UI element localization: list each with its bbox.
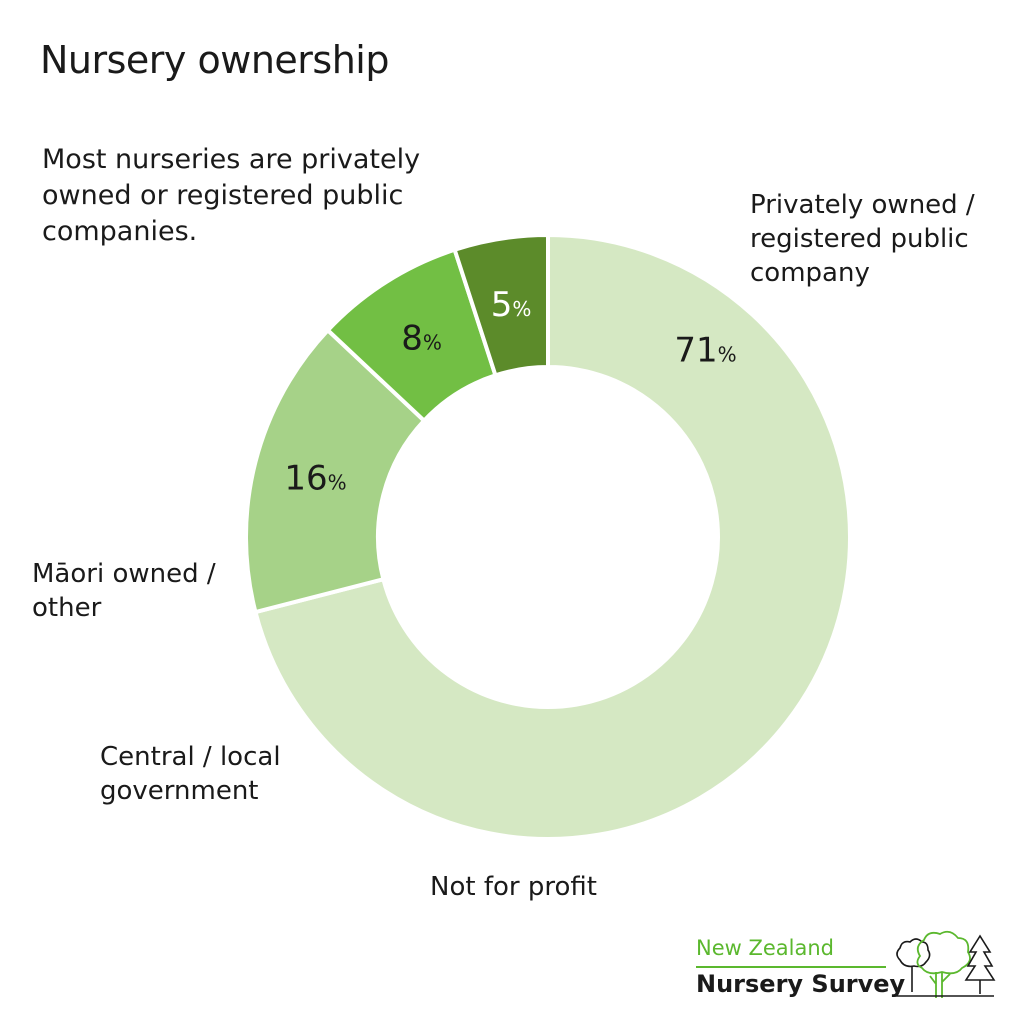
brand-logo: New Zealand Nursery Survey [696,930,1006,1004]
brand-divider [696,966,886,968]
slice-not-for-profit [244,327,427,615]
legend-label-maori: Māori owned / other [32,559,216,623]
data-label-not-for-profit: 16% [284,458,346,498]
data-label-maori: 5% [491,285,532,325]
data-label-private: 71% [674,330,736,370]
trees-icon [894,930,996,998]
brand-line1: New Zealand [696,936,834,960]
legend-label-government: Central / local government [100,742,281,806]
legend-label-private: Privately owned / registered public comp… [750,190,975,288]
slice-private [253,232,852,841]
data-label-government: 8% [401,319,442,359]
chart-subtitle: Most nurseries are privately owned or re… [42,144,421,247]
brand-line2: Nursery Survey [696,970,906,998]
legend-label-not-for-profit: Not for profit [430,872,597,902]
chart-title: Nursery ownership [40,38,389,82]
slice-maori [452,232,550,378]
